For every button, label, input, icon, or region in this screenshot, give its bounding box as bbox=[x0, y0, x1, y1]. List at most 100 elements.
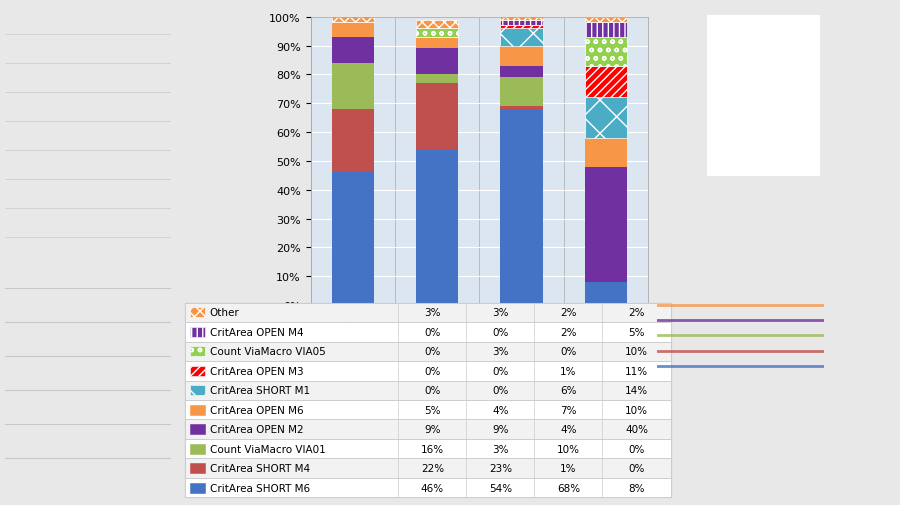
Bar bbox=[190, 444, 205, 454]
Bar bbox=[585, 67, 627, 98]
Bar bbox=[500, 78, 543, 107]
Text: CritArea OPEN M4: CritArea OPEN M4 bbox=[210, 327, 303, 337]
Text: 14%: 14% bbox=[625, 385, 648, 395]
Bar bbox=[331, 173, 374, 306]
Bar bbox=[184, 362, 670, 381]
Bar bbox=[585, 138, 627, 167]
Text: 0%: 0% bbox=[424, 346, 440, 357]
Bar bbox=[190, 483, 205, 493]
Bar bbox=[190, 308, 205, 318]
Text: 0%: 0% bbox=[424, 385, 440, 395]
Bar bbox=[585, 23, 627, 38]
Bar bbox=[331, 23, 374, 38]
Text: 9%: 9% bbox=[424, 424, 441, 434]
Text: 9%: 9% bbox=[492, 424, 508, 434]
Bar bbox=[707, 16, 820, 177]
Bar bbox=[190, 385, 205, 395]
Bar bbox=[331, 15, 374, 23]
Bar bbox=[500, 107, 543, 110]
Text: 10%: 10% bbox=[625, 346, 648, 357]
Text: 0%: 0% bbox=[424, 327, 440, 337]
Text: 0%: 0% bbox=[492, 327, 508, 337]
Bar bbox=[331, 38, 374, 64]
Bar bbox=[585, 167, 627, 282]
Text: 10%: 10% bbox=[625, 405, 648, 415]
Text: 0%: 0% bbox=[628, 463, 644, 473]
Text: 1%: 1% bbox=[560, 366, 577, 376]
Text: 2%: 2% bbox=[628, 308, 644, 318]
Bar bbox=[416, 38, 458, 49]
Text: Other: Other bbox=[210, 308, 239, 318]
Text: 2%: 2% bbox=[560, 327, 577, 337]
Text: 16%: 16% bbox=[421, 444, 444, 454]
Text: 11%: 11% bbox=[625, 366, 648, 376]
Text: 3%: 3% bbox=[492, 308, 508, 318]
Bar bbox=[416, 21, 458, 29]
Text: 22%: 22% bbox=[421, 463, 444, 473]
Bar bbox=[416, 29, 458, 38]
Bar bbox=[500, 15, 543, 21]
Text: 0%: 0% bbox=[424, 366, 440, 376]
Text: 46%: 46% bbox=[421, 483, 444, 493]
Bar bbox=[500, 21, 543, 26]
Bar bbox=[190, 405, 205, 415]
Bar bbox=[585, 18, 627, 23]
Text: 5%: 5% bbox=[424, 405, 441, 415]
Text: 8%: 8% bbox=[628, 483, 644, 493]
Bar bbox=[500, 46, 543, 67]
Bar bbox=[184, 459, 670, 478]
Text: 40%: 40% bbox=[625, 424, 648, 434]
Text: Count ViaMacro VIA05: Count ViaMacro VIA05 bbox=[210, 346, 326, 357]
Bar bbox=[184, 439, 670, 459]
Text: 2%: 2% bbox=[560, 308, 577, 318]
Text: 3%: 3% bbox=[492, 346, 508, 357]
Bar bbox=[585, 282, 627, 306]
Bar bbox=[585, 98, 627, 138]
Bar bbox=[184, 342, 670, 362]
Bar bbox=[184, 420, 670, 439]
Bar bbox=[184, 400, 670, 420]
Text: 0%: 0% bbox=[628, 444, 644, 454]
Bar bbox=[190, 346, 205, 357]
Text: 4%: 4% bbox=[560, 424, 577, 434]
Text: 0%: 0% bbox=[492, 366, 508, 376]
Text: CritArea OPEN M6: CritArea OPEN M6 bbox=[210, 405, 303, 415]
Bar bbox=[500, 26, 543, 29]
Text: CritArea SHORT M1: CritArea SHORT M1 bbox=[210, 385, 310, 395]
Text: 3%: 3% bbox=[424, 308, 441, 318]
Bar bbox=[500, 110, 543, 306]
Text: CritArea SHORT M4: CritArea SHORT M4 bbox=[210, 463, 310, 473]
Bar bbox=[184, 478, 670, 497]
Text: 0%: 0% bbox=[561, 346, 577, 357]
Text: 7%: 7% bbox=[560, 405, 577, 415]
Text: 1%: 1% bbox=[560, 463, 577, 473]
Text: 0%: 0% bbox=[492, 385, 508, 395]
Text: CritArea SHORT M6: CritArea SHORT M6 bbox=[210, 483, 310, 493]
Bar bbox=[184, 303, 670, 322]
Bar bbox=[416, 75, 458, 84]
Text: 5%: 5% bbox=[628, 327, 644, 337]
Text: 23%: 23% bbox=[489, 463, 512, 473]
Bar bbox=[184, 322, 670, 342]
Text: CritArea OPEN M2: CritArea OPEN M2 bbox=[210, 424, 303, 434]
Bar bbox=[416, 84, 458, 150]
Bar bbox=[190, 424, 205, 434]
Text: Count ViaMacro VIA01: Count ViaMacro VIA01 bbox=[210, 444, 326, 454]
Bar bbox=[190, 327, 205, 337]
Text: 6%: 6% bbox=[560, 385, 577, 395]
Text: 68%: 68% bbox=[557, 483, 580, 493]
Text: 10%: 10% bbox=[557, 444, 580, 454]
Bar bbox=[331, 110, 374, 173]
Bar bbox=[331, 64, 374, 110]
Bar bbox=[585, 38, 627, 67]
Text: 4%: 4% bbox=[492, 405, 508, 415]
Bar bbox=[190, 366, 205, 376]
Bar bbox=[500, 67, 543, 78]
Bar bbox=[416, 150, 458, 306]
Bar bbox=[184, 381, 670, 400]
Text: 54%: 54% bbox=[489, 483, 512, 493]
Text: 3%: 3% bbox=[492, 444, 508, 454]
Text: CritArea OPEN M3: CritArea OPEN M3 bbox=[210, 366, 303, 376]
Bar bbox=[190, 463, 205, 473]
Bar bbox=[500, 29, 543, 46]
